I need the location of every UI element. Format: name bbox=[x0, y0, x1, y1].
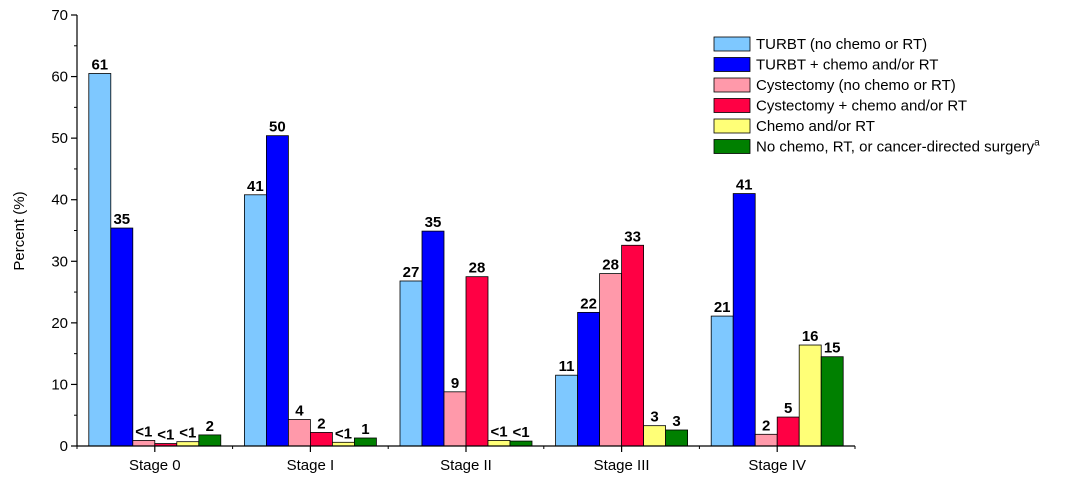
x-tick-label: Stage II bbox=[440, 457, 492, 474]
y-tick-label: 70 bbox=[51, 7, 68, 24]
bar-stage-iii-series-1 bbox=[555, 374, 578, 447]
x-tick-label: Stage I bbox=[287, 457, 335, 474]
data-label: 50 bbox=[269, 119, 286, 136]
data-label: 41 bbox=[736, 177, 753, 194]
bars bbox=[88, 73, 844, 447]
data-label: 21 bbox=[714, 299, 731, 316]
axes: 0 10 20 30 40 50 60 70 Stage 0 Stage I Stage II Sta… bbox=[51, 7, 856, 474]
bar-stage-0-series-2 bbox=[110, 227, 134, 447]
data-label: 61 bbox=[91, 56, 108, 73]
data-label: 35 bbox=[113, 211, 130, 228]
bar-stage-iv-series-2 bbox=[732, 193, 756, 447]
y-tick-label: 10 bbox=[51, 376, 68, 393]
bar-stage-i-series-3 bbox=[287, 419, 311, 447]
data-label: <1 bbox=[157, 427, 174, 444]
data-label: 3 bbox=[650, 409, 658, 426]
y-axis-title: Percent (%) bbox=[11, 191, 28, 270]
data-label: <1 bbox=[512, 424, 529, 441]
bar-stage-ii-series-4 bbox=[465, 276, 489, 447]
bar-stage-iii-series-2 bbox=[577, 311, 600, 447]
legend-label: Chemo and/or RT bbox=[756, 118, 875, 135]
data-label: 5 bbox=[784, 400, 792, 417]
legend-label: No chemo, RT, or cancer-directed surgery… bbox=[756, 138, 1040, 156]
data-label: 2 bbox=[317, 415, 325, 432]
data-label: 11 bbox=[559, 358, 575, 375]
bar-stage-iii-series-3 bbox=[599, 273, 622, 447]
bar-stage-iii-series-6 bbox=[665, 429, 688, 447]
legend-swatch bbox=[713, 139, 751, 154]
data-label: 1 bbox=[361, 421, 369, 438]
bar-stage-iv-series-6 bbox=[820, 356, 844, 447]
bar-stage-i-series-6 bbox=[353, 437, 377, 447]
bar-stage-iv-series-3 bbox=[754, 433, 778, 447]
bar-stage-0-series-5 bbox=[176, 441, 200, 447]
bar-stage-i-series-1 bbox=[243, 194, 267, 447]
bar-stage-iii-series-5 bbox=[643, 425, 666, 447]
bar-stage-ii-series-1 bbox=[399, 280, 423, 447]
data-label: <1 bbox=[490, 423, 507, 440]
y-tick-label: 60 bbox=[51, 69, 68, 86]
data-label: 15 bbox=[824, 340, 841, 357]
data-label: 28 bbox=[469, 260, 486, 277]
data-label: <1 bbox=[179, 425, 196, 442]
bar-stage-iv-series-1 bbox=[710, 315, 734, 447]
legend-label: TURBT + chemo and/or RT bbox=[756, 57, 938, 74]
legend-swatch bbox=[713, 57, 751, 72]
legend-superscript: a bbox=[1034, 138, 1040, 149]
legend: TURBT (no chemo or RT) TURBT + chemo and/… bbox=[713, 36, 1040, 156]
bar-stage-0-series-1 bbox=[88, 73, 112, 447]
bar-stage-i-series-4 bbox=[309, 432, 333, 447]
x-tick-label: Stage III bbox=[594, 457, 650, 474]
bar-stage-0-series-6 bbox=[198, 434, 222, 447]
data-label: 3 bbox=[672, 413, 680, 430]
bar-stage-ii-series-2 bbox=[421, 230, 445, 447]
x-tick-label: Stage 0 bbox=[129, 457, 181, 474]
data-label: 27 bbox=[403, 264, 420, 281]
bar-stage-iii-series-4 bbox=[621, 244, 644, 447]
y-tick-label: 0 bbox=[60, 438, 68, 455]
data-label: 2 bbox=[206, 418, 214, 435]
bar-stage-ii-series-5 bbox=[487, 440, 511, 447]
data-label: 41 bbox=[247, 178, 264, 195]
y-tick-label: 20 bbox=[51, 315, 68, 332]
legend-swatch bbox=[713, 36, 751, 52]
legend-swatch bbox=[713, 118, 751, 134]
data-label: 2 bbox=[762, 417, 770, 434]
bar-stage-ii-series-3 bbox=[443, 391, 467, 447]
data-label: 28 bbox=[602, 257, 619, 274]
bar-stage-iv-series-5 bbox=[798, 344, 822, 447]
bar-stage-iv-series-4 bbox=[776, 416, 800, 447]
bar-stage-0-series-3 bbox=[132, 440, 156, 447]
data-label: 33 bbox=[624, 228, 641, 245]
data-label: <1 bbox=[135, 423, 152, 440]
bar-stage-i-series-2 bbox=[265, 135, 289, 447]
legend-label: Cystectomy + chemo and/or RT bbox=[756, 98, 967, 115]
legend-swatch bbox=[713, 98, 751, 113]
data-label: 9 bbox=[451, 375, 459, 392]
legend-label: TURBT (no chemo or RT) bbox=[756, 36, 927, 53]
data-label: 16 bbox=[802, 328, 819, 345]
data-label: 4 bbox=[295, 403, 304, 420]
data-label: 35 bbox=[425, 214, 442, 231]
y-tick-label: 50 bbox=[51, 130, 68, 147]
data-label: 22 bbox=[580, 295, 597, 312]
y-tick-label: 40 bbox=[51, 192, 68, 209]
legend-swatch bbox=[713, 77, 751, 93]
bar-stage-ii-series-6 bbox=[509, 440, 533, 447]
x-tick-label: Stage IV bbox=[748, 457, 806, 474]
legend-label: Cystectomy (no chemo or RT) bbox=[756, 77, 956, 94]
y-tick-label: 30 bbox=[51, 253, 68, 270]
data-label: <1 bbox=[335, 425, 352, 442]
